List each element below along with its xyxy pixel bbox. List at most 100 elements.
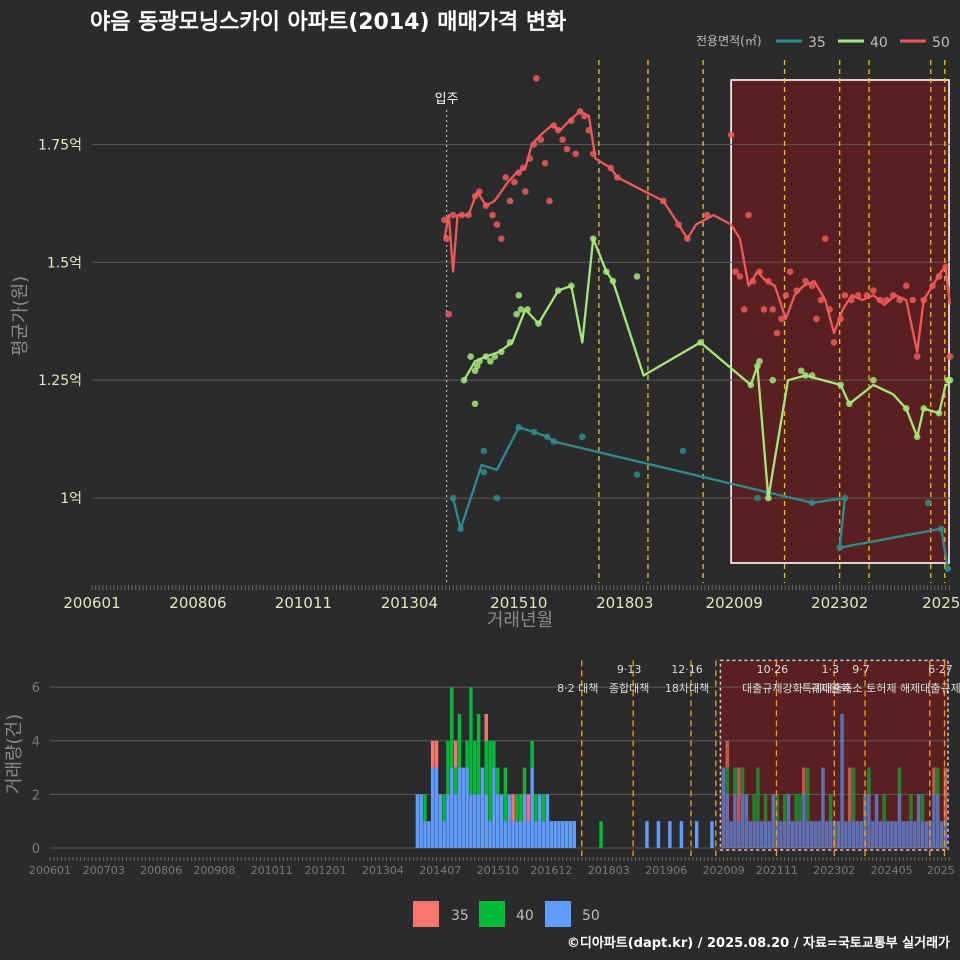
price-chart-panel: 1억 1.25억 1.5억 1.75억 200601 200806 201011 201304… (10, 60, 960, 631)
volume-bar-50 (679, 821, 684, 848)
point-40 (946, 376, 954, 384)
volume-bar-40 (756, 767, 760, 822)
volume-bar-50 (851, 821, 856, 848)
volume-x-tick-label: 201803 (588, 864, 630, 877)
point-50 (817, 296, 825, 304)
point-40 (467, 353, 474, 360)
top-legend-title: 전용면적(㎡) (696, 34, 762, 48)
point-35 (480, 447, 488, 455)
volume-bar-50 (507, 794, 511, 848)
volume-bar-50 (936, 794, 940, 848)
volume-bar-50 (423, 821, 427, 848)
volume-bar-50 (901, 821, 906, 848)
point-50 (808, 282, 816, 290)
bottom-legend-label-50: 50 (582, 908, 600, 924)
volume-bar-50 (725, 794, 730, 848)
volume-bar-50 (939, 821, 944, 848)
policy-name-label: 대출규제 (920, 682, 960, 695)
volume-bar-40 (450, 687, 454, 768)
volume-bar-50 (442, 821, 446, 848)
volume-bar-50 (446, 794, 450, 848)
volume-bar-50 (932, 794, 936, 848)
volume-bar-50 (905, 821, 909, 848)
point-50 (909, 296, 917, 304)
volume-bar-50 (794, 821, 798, 848)
volume-bar-50 (943, 821, 948, 848)
point-50 (902, 282, 910, 290)
point-50 (821, 235, 829, 242)
volume-bar-50 (916, 794, 921, 848)
volume-bar-50 (427, 821, 431, 848)
point-50 (786, 268, 794, 275)
line-35 (451, 426, 949, 569)
volume-bar-50 (878, 821, 883, 848)
series-50 (441, 75, 954, 360)
volume-bar-40 (457, 713, 462, 768)
volume-bar-40 (446, 740, 450, 795)
point-50 (449, 211, 457, 219)
point-50 (489, 211, 496, 219)
volume-bar-40 (530, 740, 534, 768)
point-35 (924, 499, 932, 507)
volume-bar-50 (874, 794, 879, 848)
volume-bar-50 (549, 821, 553, 848)
policy-date-label: 9·7 (852, 663, 870, 676)
volume-bar-50 (710, 821, 714, 848)
point-40 (769, 376, 777, 384)
volume-bar-50 (882, 821, 886, 848)
volume-bar-50 (886, 821, 890, 848)
volume-bar-50 (763, 821, 768, 848)
volume-bar-50 (893, 821, 898, 848)
bottom-legend: 35 40 50 (413, 901, 600, 927)
volume-bar-35 (737, 767, 741, 822)
volume-x-tick-label: 2025 (927, 864, 955, 877)
x-minor-ticks (91, 585, 950, 590)
volume-bar-50 (855, 821, 860, 848)
x-tick-label: 201510 (490, 594, 547, 612)
volume-bar-50 (553, 821, 557, 848)
volume-bar-50 (518, 821, 523, 848)
volume-bar-50 (809, 821, 814, 848)
policy-name-label: 규제완화 (810, 682, 850, 695)
x-tick-label: 200806 (169, 594, 226, 612)
volume-bar-35 (430, 740, 435, 768)
legend-label-35: 35 (808, 35, 826, 51)
volume-x-tick-label: 201201 (305, 864, 347, 877)
volume-bar-40 (775, 794, 779, 822)
point-35 (944, 565, 952, 573)
volume-bar-50 (890, 821, 894, 848)
x-tick-label: 201304 (381, 594, 438, 612)
policy-date-label: 1·3 (822, 663, 840, 676)
volume-x-tick-label: 200703 (83, 864, 125, 877)
volume-bar-50 (495, 794, 500, 848)
y-tick-label: 1.5억 (47, 255, 82, 271)
volume-bar-40 (794, 794, 798, 822)
volume-bar-50 (538, 794, 542, 848)
volume-bar-40 (882, 794, 886, 822)
volume-bar-40 (534, 794, 538, 822)
point-50 (541, 159, 549, 167)
volume-bar-40 (725, 767, 730, 795)
point-50 (782, 291, 790, 299)
x-axis-title: 거래년월 (487, 610, 553, 631)
volume-bar-40 (909, 794, 913, 822)
line-50 (443, 110, 952, 354)
volume-bar-50 (729, 821, 733, 848)
volume-bar-40 (752, 794, 756, 822)
volume-bar-50 (480, 767, 485, 848)
volume-bar-50 (721, 767, 726, 848)
volume-bar-50 (515, 821, 519, 848)
volume-bar-40 (867, 767, 871, 795)
volume-bar-50 (909, 821, 913, 848)
y-tick-label: 1.25억 (38, 373, 82, 389)
volume-bar-50 (511, 821, 515, 848)
point-50 (736, 273, 744, 280)
volume-bar-35 (434, 740, 439, 768)
point-50 (498, 235, 505, 242)
volume-bar-50 (870, 821, 875, 848)
volume-bar-50 (786, 794, 791, 848)
volume-bar-50 (564, 821, 569, 848)
policy-name-label: 대출규제강화 (742, 682, 803, 695)
policy-name-label: 특례대출축소 토허제 해제 (802, 681, 920, 695)
x-tick-label: 202302 (811, 594, 868, 612)
